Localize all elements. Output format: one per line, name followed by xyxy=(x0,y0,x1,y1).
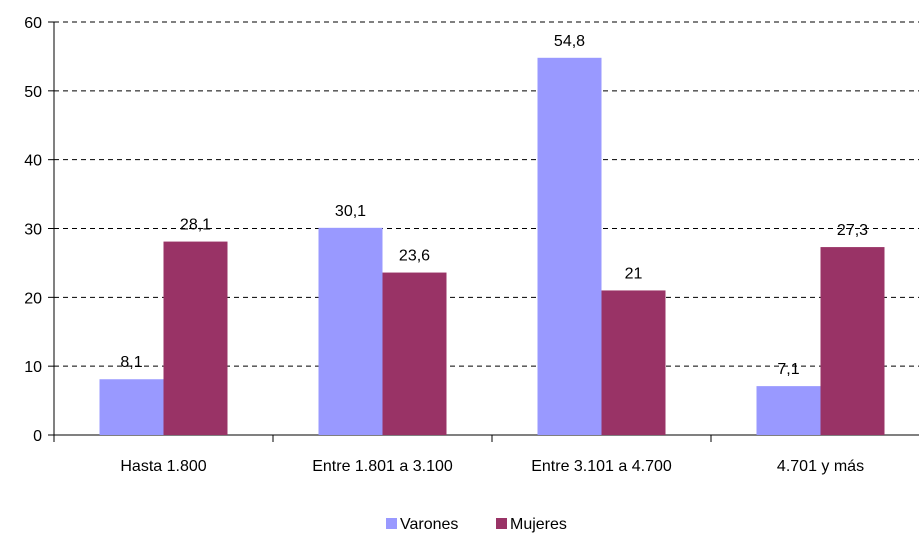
bar-varones xyxy=(318,227,383,435)
y-tick-label: 60 xyxy=(24,15,42,32)
y-tick-label: 10 xyxy=(24,359,42,376)
y-tick-label: 40 xyxy=(24,153,42,170)
bar-mujeres xyxy=(820,247,885,435)
legend: Varones Mujeres xyxy=(386,516,567,533)
x-category-label: Hasta 1.800 xyxy=(120,458,206,475)
legend-swatch-mujeres xyxy=(496,518,507,529)
bars xyxy=(99,57,885,435)
legend-label-varones: Varones xyxy=(400,516,458,533)
bar-mujeres xyxy=(601,290,666,435)
data-label: 8,1 xyxy=(120,354,142,371)
data-label: 27,3 xyxy=(837,222,868,239)
bar-varones xyxy=(756,386,821,435)
data-label: 30,1 xyxy=(335,203,366,220)
data-label: 21 xyxy=(625,265,643,282)
data-label: 23,6 xyxy=(399,248,430,265)
y-tick-label: 20 xyxy=(24,290,42,307)
y-axis-ticks: 0 10 20 30 40 50 60 xyxy=(24,15,54,445)
x-category-label: 4.701 y más xyxy=(777,458,864,475)
y-tick-label: 0 xyxy=(33,428,42,445)
data-labels: 8,1 28,1 30,1 23,6 54,8 21 7,1 27,3 xyxy=(120,33,868,378)
data-label: 28,1 xyxy=(180,217,211,234)
legend-label-mujeres: Mujeres xyxy=(510,516,567,533)
category-labels: Hasta 1.800 Entre 1.801 a 3.100 Entre 3.10… xyxy=(120,458,864,475)
y-tick-label: 50 xyxy=(24,84,42,101)
bar-varones xyxy=(99,379,164,435)
bar-varones xyxy=(537,57,602,435)
data-label: 54,8 xyxy=(554,33,585,50)
legend-swatch-varones xyxy=(386,518,397,529)
x-category-label: Entre 1.801 a 3.100 xyxy=(312,458,453,475)
x-category-label: Entre 3.101 a 4.700 xyxy=(531,458,672,475)
bar-mujeres xyxy=(382,272,447,435)
bar-mujeres xyxy=(163,241,228,435)
data-label: 7,1 xyxy=(777,361,799,378)
y-tick-label: 30 xyxy=(24,222,42,239)
